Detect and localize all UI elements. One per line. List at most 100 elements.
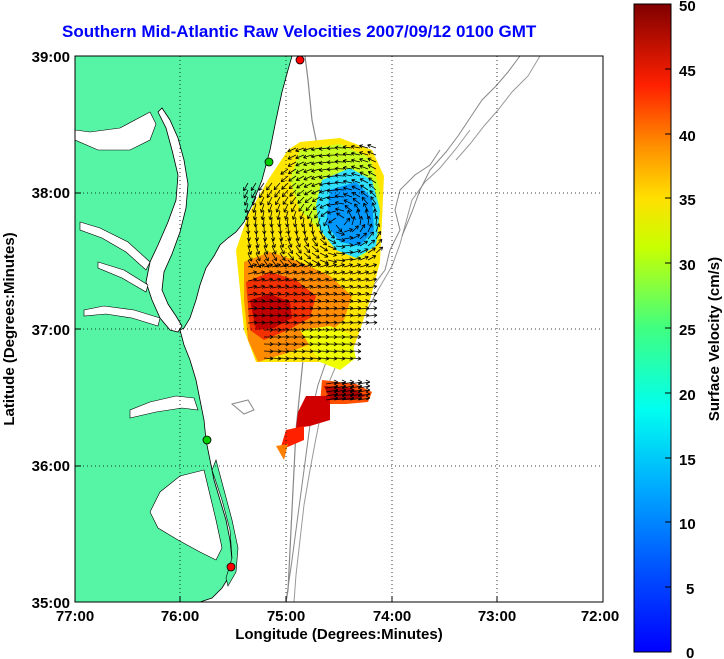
velocity-arrow <box>266 189 273 198</box>
velocity-arrow <box>255 306 266 311</box>
velocity-arrow <box>290 196 297 205</box>
velocity-arrow <box>271 238 276 248</box>
velocity-arrow <box>367 223 373 233</box>
velocity-arrow <box>357 379 371 385</box>
velocity-arrow <box>335 284 346 289</box>
velocity-arrow <box>343 263 353 268</box>
velocity-arrow <box>351 291 362 297</box>
velocity-arrow <box>351 284 362 289</box>
velocity-arrow <box>351 256 362 261</box>
velocity-arrow <box>295 161 305 167</box>
velocity-arrow <box>351 334 362 340</box>
velocity-arrow <box>342 165 353 171</box>
velocity-arrow <box>318 167 329 173</box>
velocity-arrow <box>336 212 345 219</box>
velocity-arrow <box>343 235 354 241</box>
velocity-arrow <box>295 284 306 289</box>
velocity-arrow <box>367 320 378 325</box>
velocity-arrow <box>357 387 371 393</box>
velocity-arrow <box>279 306 290 311</box>
velocity-arrow <box>271 299 282 304</box>
velocity-arrow <box>327 231 335 239</box>
velocity-arrow <box>311 238 318 247</box>
velocity-arrow <box>310 147 321 152</box>
velocity-arrow <box>252 203 257 213</box>
velocity-arrow <box>359 157 369 163</box>
velocity-arrow <box>343 217 351 226</box>
y-tick-label: 35:00 <box>32 595 70 612</box>
velocity-arrow <box>335 207 345 212</box>
velocity-arrow <box>351 185 361 191</box>
velocity-arrow <box>334 200 345 206</box>
velocity-arrow <box>343 243 354 248</box>
velocity-arrow <box>335 299 346 304</box>
velocity-arrow <box>311 182 321 188</box>
velocity-arrow <box>335 270 346 275</box>
velocity-arrow <box>295 270 306 275</box>
y-tick-label: 37:00 <box>32 322 70 339</box>
velocity-arrow <box>351 356 362 361</box>
velocity-arrow <box>303 168 313 174</box>
velocity-arrow <box>359 232 368 240</box>
velocity-arrow <box>255 245 261 255</box>
velocity-arrow <box>351 192 361 198</box>
velocity-arrow <box>308 217 313 228</box>
velocity-arrow <box>335 291 346 297</box>
velocity-arrow <box>334 152 345 157</box>
velocity-arrow <box>287 231 292 242</box>
velocity-arrow <box>319 263 329 268</box>
velocity-arrow <box>279 299 290 304</box>
velocity-arrow <box>359 291 370 297</box>
velocity-arrow <box>259 189 265 199</box>
velocity-arrow <box>344 205 353 212</box>
velocity-arrow <box>319 270 330 275</box>
station-marker-north <box>295 56 305 65</box>
velocity-arrow <box>319 238 328 246</box>
velocity-arrow <box>319 203 329 209</box>
velocity-arrow <box>311 299 322 304</box>
velocity-arrow <box>356 209 361 219</box>
velocity-arrow <box>251 196 257 206</box>
velocity-arrow <box>318 160 329 166</box>
albemarle-sound <box>129 395 199 419</box>
velocity-arrow <box>367 157 377 163</box>
velocity-arrow <box>271 263 281 268</box>
velocity-arrow <box>351 234 361 240</box>
bathymetry-contour-slope-2 <box>455 56 541 161</box>
velocity-arrow <box>263 263 273 268</box>
velocity-arrow <box>287 284 298 289</box>
velocity-arrow <box>247 306 258 311</box>
velocity-arrow <box>275 203 281 213</box>
velocity-arrow <box>342 158 353 164</box>
velocity-arrow <box>255 238 260 248</box>
velocity-arrow <box>252 210 258 221</box>
velocity-arrow <box>357 391 371 397</box>
velocity-arrow <box>268 210 273 221</box>
velocity-arrow <box>255 291 266 297</box>
velocity-arrow <box>319 291 330 297</box>
colorbar-label: Surface Velocity (cm/s) <box>706 257 723 421</box>
bathymetry-contour-island <box>230 399 255 415</box>
velocity-arrow <box>359 171 369 177</box>
velocity-arrow <box>295 147 305 153</box>
velocity-arrow <box>281 182 289 190</box>
velocity-arrow <box>334 159 345 164</box>
velocity-arrow <box>334 187 345 192</box>
velocity-arrow <box>255 299 266 304</box>
velocity-arrow <box>347 209 353 219</box>
colorbar-tick-labels: 50 45 40 35 30 25 20 15 10 5 0 <box>679 0 696 659</box>
velocity-arrow <box>351 172 361 177</box>
velocity-arrow <box>351 225 359 233</box>
velocity-arrow <box>327 277 338 282</box>
velocity-arrow <box>335 237 346 243</box>
velocity-arrow <box>327 224 332 234</box>
velocity-arrow <box>279 252 286 261</box>
velocity-arrow <box>369 190 377 198</box>
velocity-arrow <box>359 277 370 282</box>
velocity-arrow <box>342 179 353 184</box>
velocity-arrow <box>318 146 329 151</box>
velocity-arrow <box>335 306 346 311</box>
velocity-arrow <box>295 175 305 181</box>
velocity-arrow <box>295 252 303 260</box>
velocity-arrow <box>303 175 313 181</box>
